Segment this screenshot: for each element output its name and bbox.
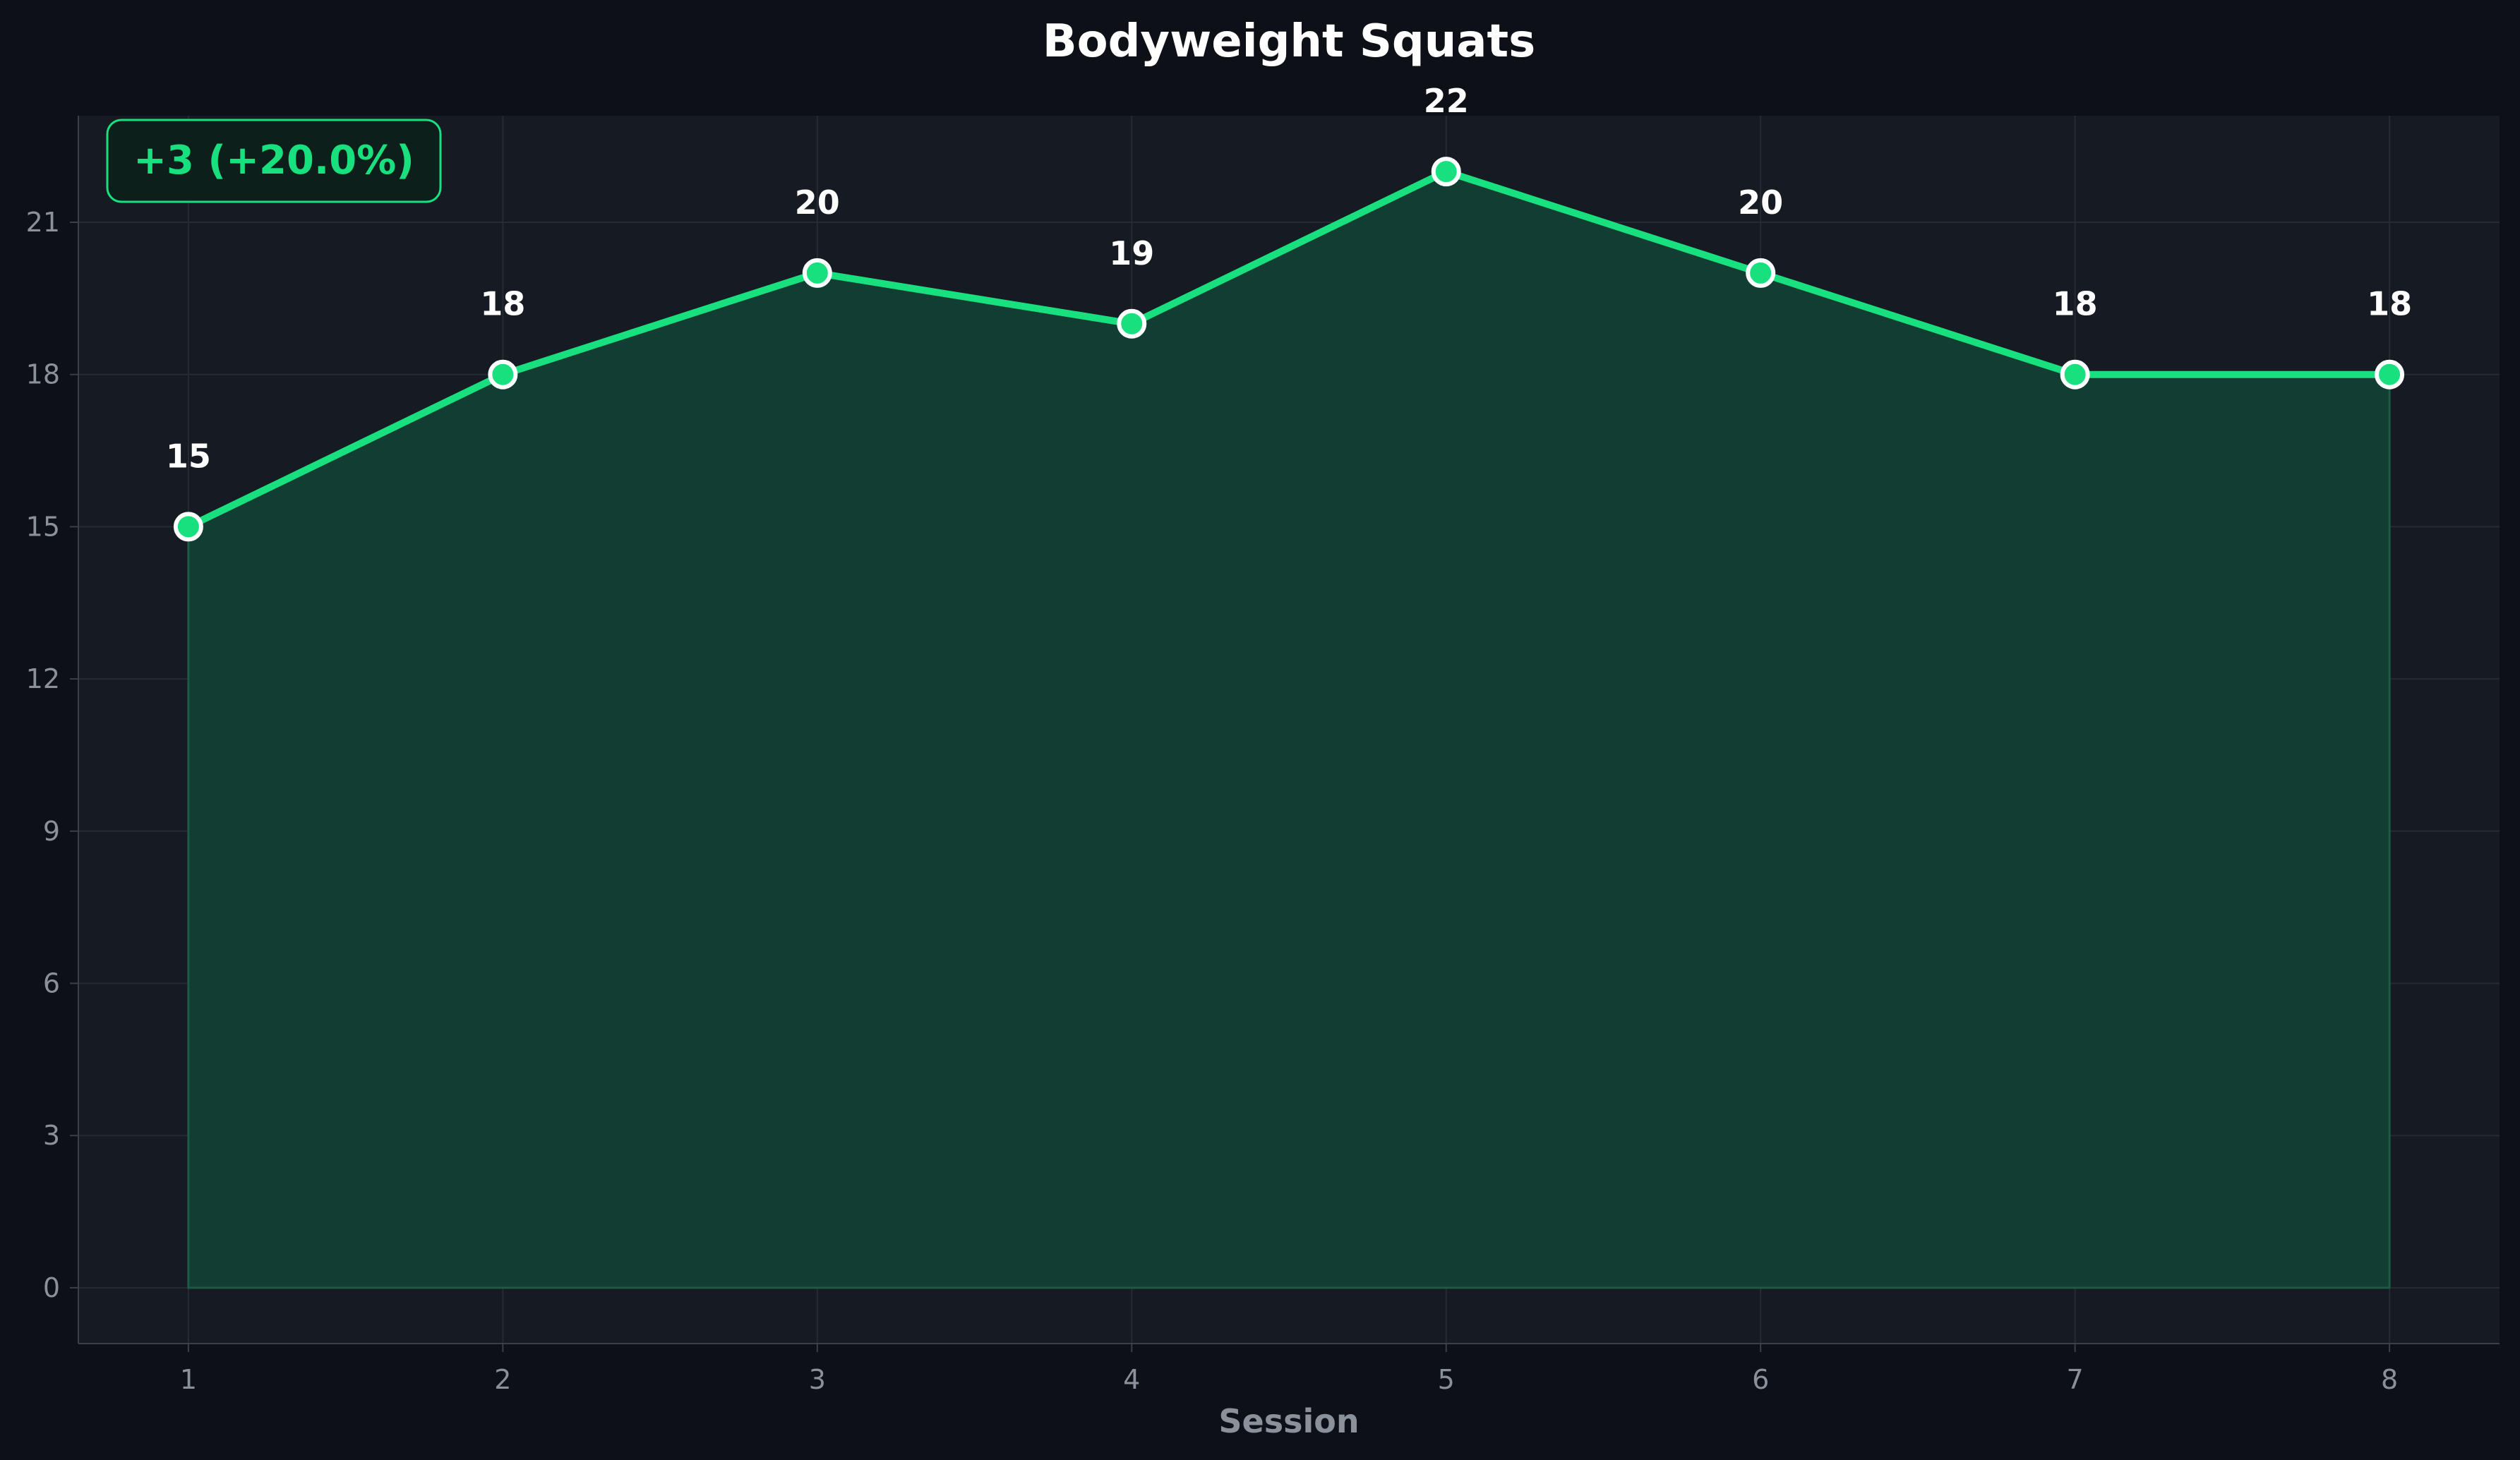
data-labels: 15 18 20 19 22 20 18 18: [166, 82, 2412, 475]
x-tick-label: 3: [809, 1364, 826, 1395]
x-tick-label: 7: [2067, 1364, 2084, 1395]
y-tick-label: 6: [43, 968, 60, 999]
x-tick-label: 4: [1123, 1364, 1140, 1395]
data-point: [1431, 157, 1461, 187]
x-tick-label: 8: [2381, 1364, 2398, 1395]
x-tick-label: 1: [180, 1364, 197, 1395]
data-point: [802, 258, 832, 288]
data-point: [173, 512, 203, 542]
data-label: 22: [1424, 82, 1469, 120]
change-badge-text: +3 (+20.0%): [133, 138, 414, 183]
y-tick-label: 15: [26, 511, 60, 542]
data-label: 18: [2053, 285, 2098, 323]
data-label: 18: [480, 285, 525, 323]
data-point: [1117, 308, 1147, 339]
data-point: [1746, 258, 1776, 288]
data-label: 20: [795, 183, 840, 222]
y-tick-label: 3: [43, 1120, 60, 1151]
series-line: [186, 168, 2390, 530]
data-label: 18: [2367, 285, 2412, 323]
y-tick-label: 21: [26, 207, 60, 238]
y-tick-label: 12: [26, 663, 60, 694]
change-badge: +3 (+20.0%): [106, 119, 442, 203]
data-markers: [173, 157, 2405, 542]
data-point: [488, 359, 518, 390]
y-tick-label: 18: [26, 359, 60, 390]
data-label: 15: [166, 437, 211, 475]
x-tick-label: 2: [494, 1364, 511, 1395]
y-tick-label: 0: [43, 1272, 60, 1303]
data-point: [2060, 359, 2090, 390]
y-tick-label: 9: [43, 816, 60, 847]
change-badge-box: [106, 119, 442, 203]
x-tick-label: 6: [1752, 1364, 1769, 1395]
chart-title: Bodyweight Squats: [1043, 16, 1535, 68]
data-point: [2375, 359, 2405, 390]
data-label: 19: [1109, 234, 1154, 272]
x-axis-label: Session: [1218, 1402, 1359, 1440]
data-label: 20: [1738, 183, 1783, 222]
x-tick-label: 5: [1438, 1364, 1455, 1395]
